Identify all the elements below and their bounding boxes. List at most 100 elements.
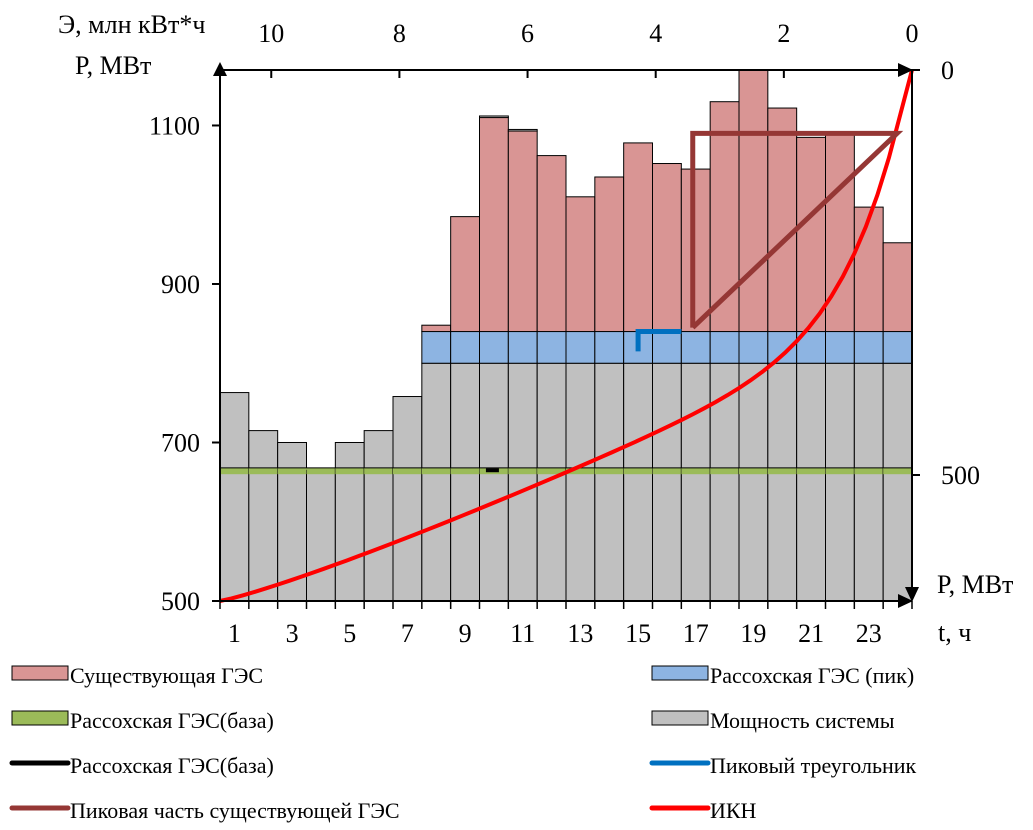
bar-peak-17 bbox=[680, 331, 711, 364]
bar-system-9 bbox=[450, 362, 480, 602]
bar-system-17 bbox=[680, 362, 711, 602]
bar-peak-19 bbox=[738, 331, 769, 364]
legend-swatch bbox=[11, 665, 69, 681]
left-axis-title: P, МВт bbox=[75, 51, 151, 80]
bar-system-2 bbox=[248, 430, 279, 602]
right-axis-title: P, МВт bbox=[937, 570, 1013, 599]
peak-triangle-line bbox=[635, 329, 682, 352]
bar-system-4 bbox=[306, 469, 336, 602]
bar-system-8 bbox=[421, 362, 452, 602]
bar-base-15 bbox=[623, 467, 653, 475]
legend-label: Рассохская ГЭС (пик) bbox=[710, 663, 914, 688]
top-axis-arrow bbox=[898, 63, 913, 77]
bar-peak-24 bbox=[882, 331, 913, 364]
top-tick-label: 10 bbox=[258, 19, 284, 48]
legend-label: Мощность системы bbox=[710, 708, 895, 733]
x-axis-title: t, ч bbox=[938, 618, 971, 647]
bar-base-21 bbox=[796, 467, 826, 475]
top-tick-label: 4 bbox=[649, 19, 662, 48]
bar-system-20 bbox=[767, 362, 798, 602]
bar-peak-13 bbox=[565, 331, 596, 364]
bar-existing-12 bbox=[536, 155, 567, 333]
legend-label: Пиковый треугольник bbox=[710, 753, 917, 778]
bottom-axis-arrow bbox=[898, 594, 913, 608]
bar-peak-9 bbox=[450, 331, 480, 364]
bar-system-10 bbox=[479, 362, 509, 602]
bar-system-cap-11 bbox=[507, 128, 538, 132]
x-tick-label: 13 bbox=[567, 619, 593, 648]
bar-system-1 bbox=[219, 392, 250, 602]
curves-layer bbox=[219, 69, 914, 603]
bar-existing-8 bbox=[421, 324, 452, 333]
bar-system-11 bbox=[507, 362, 538, 602]
bars-layer bbox=[219, 69, 913, 602]
legend-swatch bbox=[651, 665, 709, 681]
y-tick-label: 900 bbox=[161, 270, 200, 299]
legend-label: ИКН bbox=[710, 798, 757, 823]
bar-base-2 bbox=[248, 467, 278, 475]
x-tick-label: 21 bbox=[798, 619, 824, 648]
right-tick-label: 500 bbox=[941, 461, 980, 490]
bar-existing-11 bbox=[507, 130, 538, 333]
bar-base-4 bbox=[306, 467, 336, 475]
bar-system-19 bbox=[738, 362, 769, 602]
bar-base-8 bbox=[421, 467, 451, 475]
top-axis-title: Э, млн кВт*ч bbox=[58, 10, 205, 39]
y-tick-label: 1100 bbox=[149, 111, 200, 140]
bar-peak-11 bbox=[507, 331, 538, 364]
bar-system-5 bbox=[334, 441, 365, 602]
bar-base-23 bbox=[854, 467, 884, 475]
bar-system-cap-10 bbox=[479, 115, 509, 119]
bar-peak-23 bbox=[853, 331, 884, 364]
bar-existing-13 bbox=[565, 196, 596, 333]
bar-existing-17 bbox=[680, 168, 711, 333]
bar-base-7 bbox=[393, 467, 422, 475]
bar-existing-14 bbox=[594, 176, 625, 333]
x-tick-label: 1 bbox=[228, 619, 241, 648]
x-tick-label: 5 bbox=[343, 619, 356, 648]
bar-base-14 bbox=[594, 467, 624, 475]
bar-existing-21 bbox=[796, 136, 827, 333]
bar-existing-19 bbox=[738, 69, 769, 333]
bar-base-13 bbox=[566, 467, 595, 475]
bar-system-14 bbox=[594, 362, 625, 602]
x-tick-label: 19 bbox=[740, 619, 766, 648]
bar-system-7 bbox=[392, 396, 423, 602]
ikn-curve bbox=[219, 69, 914, 603]
right-axis-arrow bbox=[905, 587, 919, 602]
x-tick-label: 15 bbox=[625, 619, 651, 648]
legend-label: Рассохская ГЭС(база) bbox=[70, 753, 274, 778]
bar-existing-15 bbox=[623, 142, 654, 333]
bar-system-6 bbox=[363, 430, 394, 602]
bar-base-12 bbox=[537, 467, 566, 475]
top-tick-label: 2 bbox=[777, 19, 790, 48]
legend-label: Пиковая часть существующей ГЭС bbox=[70, 798, 400, 823]
legend-label: Существующая ГЭС bbox=[70, 663, 263, 688]
bar-base-18 bbox=[710, 467, 739, 475]
bar-system-16 bbox=[652, 362, 682, 602]
bar-existing-10 bbox=[479, 117, 509, 333]
bar-existing-16 bbox=[652, 163, 682, 333]
existing-peak-line bbox=[690, 130, 904, 330]
bar-base-22 bbox=[825, 467, 855, 475]
top-tick-label: 8 bbox=[393, 19, 406, 48]
bar-base-16 bbox=[652, 467, 682, 475]
legend: Существующая ГЭС Рассохская ГЭС (пик) Расс… bbox=[9, 663, 917, 823]
y-tick-label: 500 bbox=[161, 587, 200, 616]
bar-peak-16 bbox=[652, 331, 682, 364]
bar-existing-23 bbox=[853, 206, 884, 333]
bar-system-23 bbox=[853, 362, 884, 602]
x-tick-label: 17 bbox=[683, 619, 709, 648]
bar-peak-10 bbox=[479, 331, 509, 364]
bar-base-5 bbox=[335, 467, 365, 475]
bar-existing-24 bbox=[882, 242, 913, 333]
bar-peak-22 bbox=[825, 331, 855, 364]
bar-system-21 bbox=[796, 362, 827, 602]
bar-base-6 bbox=[364, 467, 393, 475]
x-tick-label: 3 bbox=[286, 619, 299, 648]
bar-peak-12 bbox=[536, 331, 567, 364]
bar-existing-18 bbox=[709, 101, 740, 333]
bar-peak-14 bbox=[594, 331, 625, 364]
